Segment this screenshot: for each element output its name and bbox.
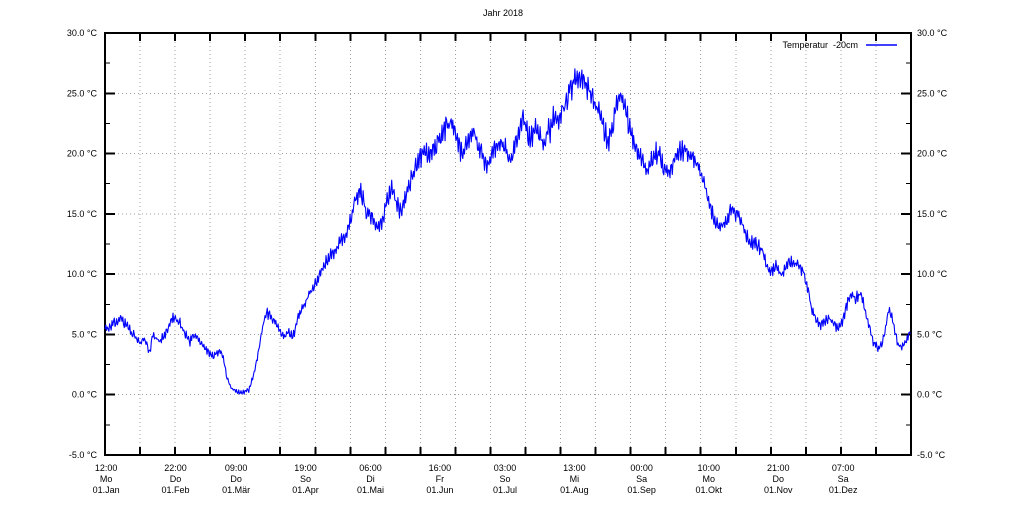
x-axis-time-label: 13:00 xyxy=(563,463,586,473)
x-axis-date-label: 01.Mai xyxy=(357,485,384,495)
legend-label: Temperatur -20cm xyxy=(782,40,858,50)
x-axis-weekday-label: Mi xyxy=(570,474,580,484)
y-axis-label-right: 15.0 °C xyxy=(917,209,948,219)
x-axis-time-label: 09:00 xyxy=(225,463,248,473)
y-axis-label-left: 30.0 °C xyxy=(67,28,98,38)
y-axis-label-left: 10.0 °C xyxy=(67,269,98,279)
axes xyxy=(104,32,912,456)
y-axis-label-left: 5.0 °C xyxy=(72,329,98,339)
x-axis-date-label: 01.Dez xyxy=(829,485,858,495)
y-axis-label-left: 15.0 °C xyxy=(67,209,98,219)
y-axis-label-left: 0.0 °C xyxy=(72,390,98,400)
x-axis-date-label: 01.Jul xyxy=(493,485,517,495)
legend: Temperatur -20cm xyxy=(782,40,897,50)
x-axis-weekday-label: Do xyxy=(170,474,182,484)
y-axis-label-right: 25.0 °C xyxy=(917,88,948,98)
x-axis-time-label: 21:00 xyxy=(767,463,790,473)
x-axis-time-label: 06:00 xyxy=(359,463,382,473)
x-axis-weekday-label: Mo xyxy=(100,474,113,484)
x-axis-date-label: 01.Apr xyxy=(292,485,319,495)
x-axis-date-label: 01.Sep xyxy=(627,485,656,495)
x-axis-date-label: 01.Mär xyxy=(222,485,250,495)
y-axis-label-left: 20.0 °C xyxy=(67,149,98,159)
temperature-series xyxy=(104,68,911,395)
x-axis-weekday-label: Sa xyxy=(838,474,849,484)
temperature-series-line xyxy=(104,68,911,395)
y-axis-label-right: -5.0 °C xyxy=(917,450,946,460)
plot-border xyxy=(104,32,912,456)
y-axis-label-left: -5.0 °C xyxy=(69,450,98,460)
chart-title: Jahr 2018 xyxy=(483,8,523,18)
x-axis-time-label: 07:00 xyxy=(832,463,855,473)
x-axis-date-label: 01.Nov xyxy=(764,485,793,495)
y-axis-label-right: 5.0 °C xyxy=(917,329,943,339)
x-axis-weekday-label: Do xyxy=(230,474,242,484)
x-axis-date-label: 01.Feb xyxy=(161,485,189,495)
y-axis-label-right: 0.0 °C xyxy=(917,390,943,400)
axis-labels: 30.0 °C 30.0 °C 25.0 °C 25.0 °C 20.0 °C 20.0 … xyxy=(67,28,948,495)
x-axis-weekday-label: Di xyxy=(366,474,375,484)
x-axis-time-label: 22:00 xyxy=(164,463,187,473)
x-axis-weekday-label: Sa xyxy=(636,474,647,484)
x-axis-date-label: 01.Jun xyxy=(426,485,453,495)
y-axis-label-right: 20.0 °C xyxy=(917,149,948,159)
x-axis-weekday-label: So xyxy=(499,474,510,484)
x-axis-weekday-label: Do xyxy=(772,474,784,484)
y-axis-label-right: 30.0 °C xyxy=(917,28,948,38)
y-axis-label-right: 10.0 °C xyxy=(917,269,948,279)
x-axis-time-label: 00:00 xyxy=(630,463,653,473)
x-axis-time-label: 16:00 xyxy=(429,463,452,473)
x-axis-date-label: 01.Jan xyxy=(93,485,120,495)
x-axis-date-label: 01.Okt xyxy=(696,485,723,495)
x-axis-time-label: 19:00 xyxy=(294,463,317,473)
x-axis-time-label: 10:00 xyxy=(697,463,720,473)
y-axis-label-left: 25.0 °C xyxy=(67,88,98,98)
x-axis-weekday-label: Fr xyxy=(436,474,445,484)
x-axis-time-label: 12:00 xyxy=(95,463,118,473)
x-axis-weekday-label: Mo xyxy=(703,474,716,484)
x-axis-date-label: 01.Aug xyxy=(560,485,589,495)
x-axis-time-label: 03:00 xyxy=(494,463,517,473)
x-axis-weekday-label: So xyxy=(300,474,311,484)
